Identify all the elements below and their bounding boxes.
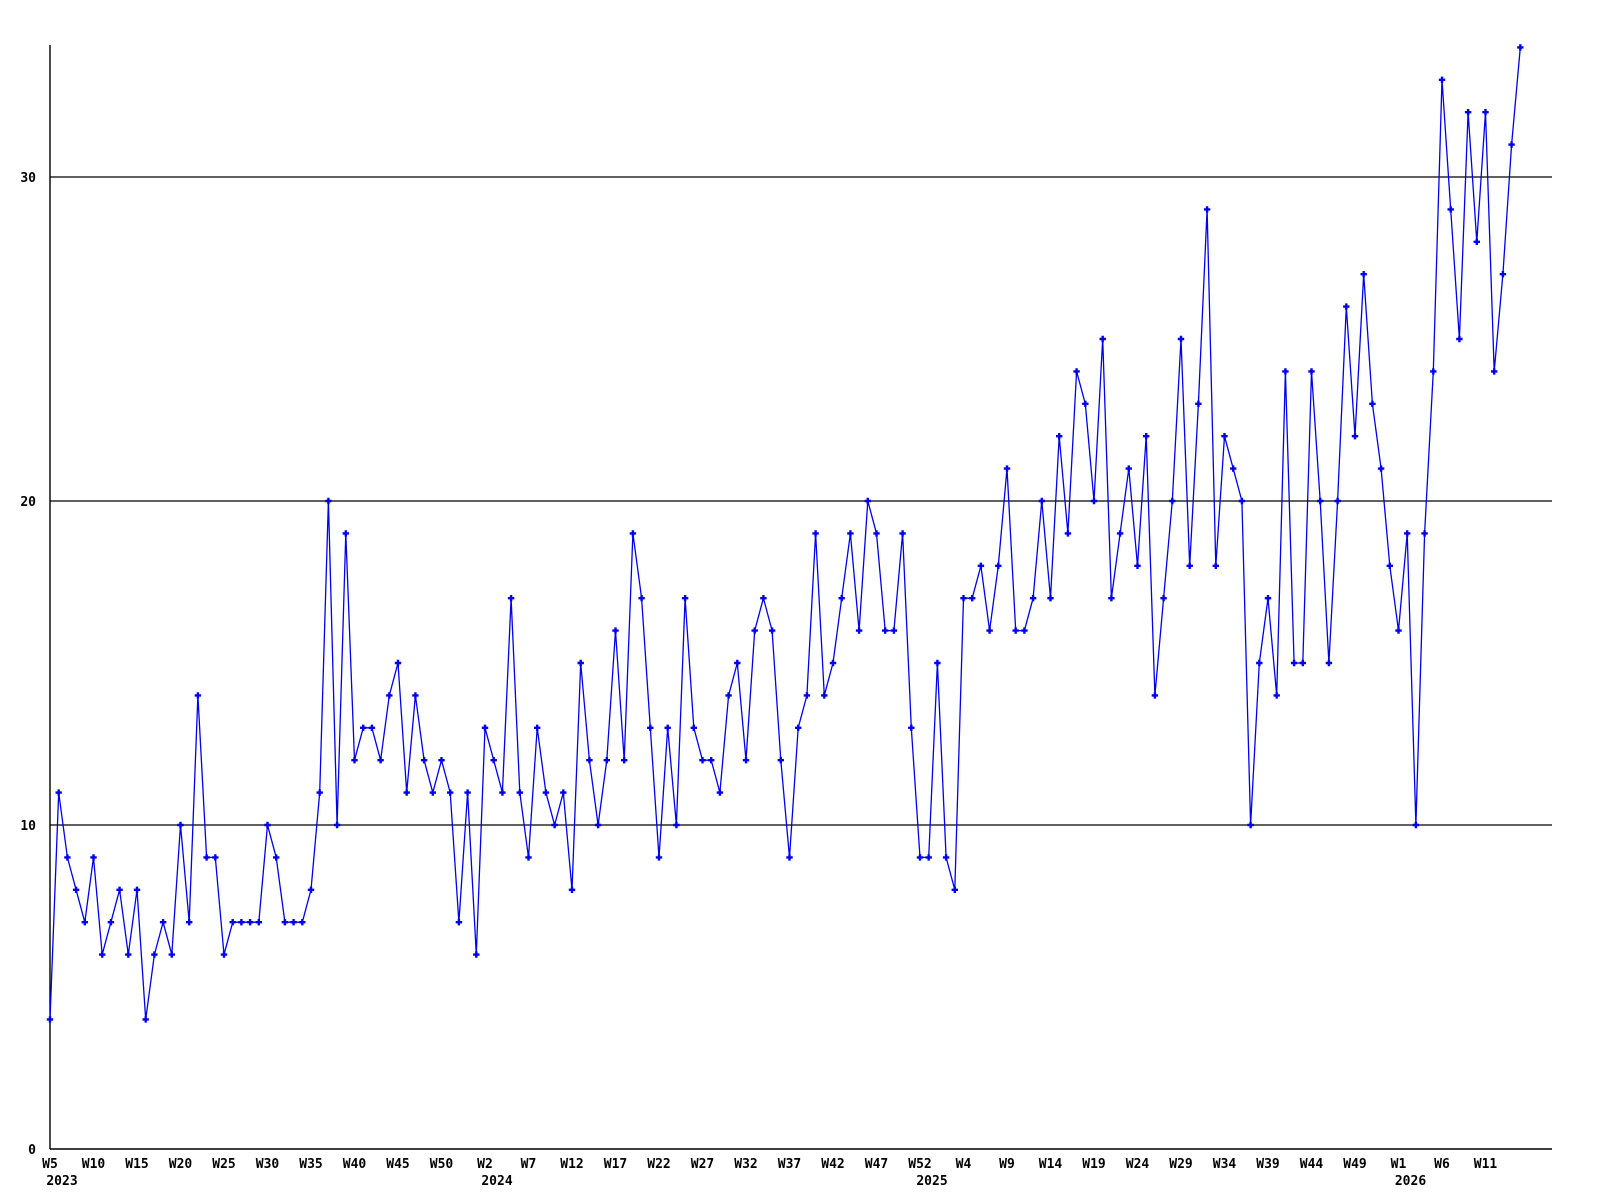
x-tick-label-w4: W4: [956, 1157, 972, 1172]
x-tick-label-w15: W15: [125, 1157, 148, 1172]
x-tick-label-w45: W45: [386, 1157, 409, 1172]
x-tick-label-w47: W47: [865, 1157, 888, 1172]
x-tick-label-w6: W6: [1434, 1157, 1450, 1172]
axes: [49, 45, 1552, 1150]
x-tick-label-w5: W5: [42, 1157, 58, 1172]
x-tick-label-w11: W11: [1474, 1157, 1498, 1172]
x-tick-label-w1: W1: [1391, 1157, 1407, 1172]
y-axis-tick-labels: 0 10 20 30: [20, 171, 36, 1158]
x-tick-label-w2: W2: [477, 1157, 493, 1172]
data-point-markers: [46, 44, 1524, 1023]
marker-plus-glyphs: [46, 44, 1524, 1023]
x-tick-label-w20: W20: [169, 1157, 193, 1172]
y-tick-label-0: 0: [28, 1143, 36, 1158]
x-tick-label-w50: W50: [430, 1157, 454, 1172]
year-label-2026: 2026: [1395, 1174, 1426, 1189]
x-tick-label-w32: W32: [734, 1157, 757, 1172]
x-tick-label-w22: W22: [647, 1157, 670, 1172]
x-tick-label-w12: W12: [560, 1157, 583, 1172]
year-label-2025: 2025: [916, 1174, 947, 1189]
y-tick-label-10: 10: [20, 819, 36, 834]
x-tick-label-w42: W42: [821, 1157, 844, 1172]
x-tick-label-w24: W24: [1126, 1157, 1150, 1172]
year-label-2024: 2024: [481, 1174, 512, 1189]
x-tick-label-w25: W25: [212, 1157, 235, 1172]
x-tick-label-w52: W52: [908, 1157, 931, 1172]
series-polyline: [49, 47, 1521, 1020]
year-label-2023: 2023: [46, 1174, 77, 1189]
x-tick-label-w35: W35: [299, 1157, 322, 1172]
x-axis-year-labels: 2023 2024 2025 2026: [46, 1174, 1426, 1189]
gridlines: [50, 176, 1552, 826]
x-tick-label-w19: W19: [1082, 1157, 1105, 1172]
x-tick-label-w49: W49: [1343, 1157, 1366, 1172]
y-tick-label-30: 30: [20, 171, 36, 186]
x-axis-week-labels: W5 W10 W15 W20 W25 W30 W35 W40 W45 W50 W2 W7 W12 W17 W…: [42, 1157, 1497, 1172]
x-tick-label-w34: W34: [1213, 1157, 1237, 1172]
x-tick-label-w27: W27: [691, 1157, 714, 1172]
x-tick-label-w30: W30: [256, 1157, 280, 1172]
y-tick-label-20: 20: [20, 495, 36, 510]
x-tick-label-w17: W17: [604, 1157, 627, 1172]
x-tick-label-w9: W9: [999, 1157, 1015, 1172]
x-tick-label-w7: W7: [521, 1157, 537, 1172]
x-tick-label-w39: W39: [1256, 1157, 1279, 1172]
x-tick-label-w44: W44: [1300, 1157, 1324, 1172]
data-series-line: [49, 47, 1521, 1020]
x-tick-label-w10: W10: [82, 1157, 106, 1172]
x-tick-label-w37: W37: [778, 1157, 801, 1172]
x-tick-label-w40: W40: [343, 1157, 367, 1172]
x-tick-label-w29: W29: [1169, 1157, 1192, 1172]
x-tick-label-w14: W14: [1039, 1157, 1063, 1172]
